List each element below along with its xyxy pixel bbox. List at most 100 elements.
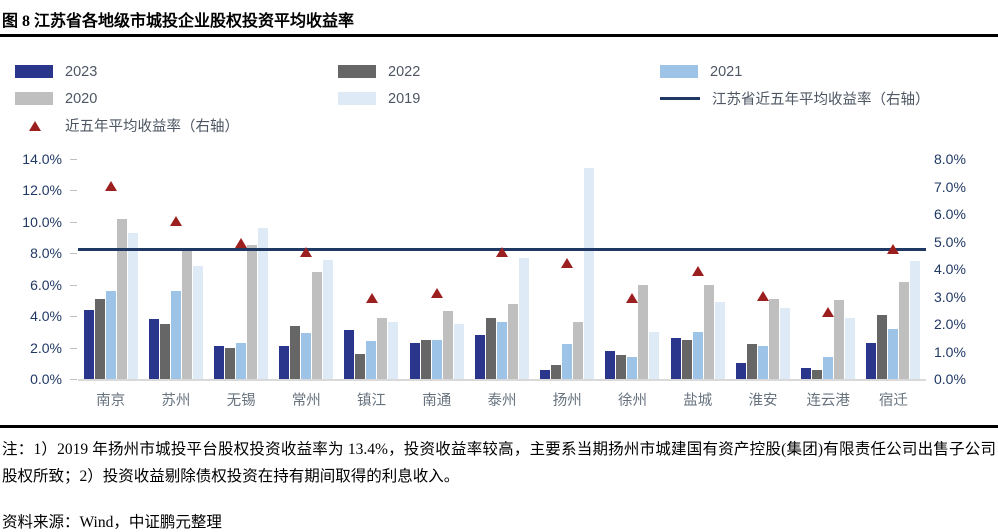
bar-2022-苏州	[159, 324, 170, 379]
legend-item-近五年平均收益率（右轴）: 近五年平均收益率（右轴）	[15, 113, 338, 138]
bar-2021-宿迁	[888, 329, 899, 379]
bar-2021-淮安	[757, 346, 768, 379]
bar-2022-南京	[94, 299, 105, 379]
chart-legend: 2023 2022 2021 2020 2019 江苏省近五年平均收益率（右轴） 近五年平均…	[15, 59, 998, 138]
avg-marker-盐城	[691, 265, 704, 276]
legend-label: 近五年平均收益率（右轴）	[65, 119, 239, 135]
bar-2022-淮安	[746, 344, 757, 379]
axis-tick	[70, 347, 77, 349]
bar-group-镇江	[344, 159, 399, 379]
bar-2022-南通	[420, 340, 431, 379]
legend-swatch-icon	[15, 65, 53, 78]
right-axis-tick-label: 5.0%	[934, 233, 966, 250]
bar-group-泰州	[474, 159, 529, 379]
bar-2022-盐城	[681, 340, 692, 379]
bar-2020-无锡	[247, 245, 258, 379]
axis-tick	[70, 253, 77, 255]
bar-2023-淮安	[735, 363, 746, 379]
avg-marker-宿迁	[887, 243, 900, 254]
avg-marker-扬州	[561, 257, 574, 268]
bar-2020-盐城	[703, 285, 714, 379]
legend-item-2021: 2021	[660, 59, 998, 84]
legend-label: 2020	[65, 90, 98, 107]
x-axis-labels: 南京 苏州 无锡 常州 镇江 南通 泰州 扬州 徐州 盐城 淮安 连云港 宿迁	[78, 389, 926, 410]
axis-tick	[70, 379, 77, 380]
bar-2021-徐州	[627, 357, 638, 379]
legend-item-2020: 2020	[15, 86, 338, 111]
legend-label: 2023	[65, 63, 98, 80]
bar-2021-苏州	[170, 291, 181, 379]
bar-group-苏州	[148, 159, 203, 379]
legend-triangle-icon	[29, 120, 41, 131]
left-axis-tick-label: 10.0%	[22, 213, 62, 230]
bar-2021-南京	[105, 291, 116, 379]
bar-2023-无锡	[214, 346, 225, 379]
left-axis-tick-label: 14.0%	[22, 151, 62, 167]
bar-group-连云港	[801, 159, 856, 379]
legend-label: 2021	[710, 63, 743, 80]
x-label-盐城: 盐城	[683, 393, 713, 409]
right-axis-tick-label: 6.0%	[934, 206, 966, 222]
bar-group-扬州	[540, 159, 595, 379]
bar-group-淮安	[735, 159, 790, 379]
bar-2020-苏州	[181, 250, 192, 379]
bar-2021-南通	[431, 340, 442, 379]
right-axis-tick-label: 0.0%	[934, 371, 966, 387]
axis-tick	[70, 190, 77, 192]
axis-tick	[70, 284, 77, 286]
legend-swatch-icon	[660, 65, 698, 78]
bar-2022-扬州	[551, 365, 562, 379]
bar-2023-宿迁	[866, 343, 877, 379]
left-axis-tick-label: 8.0%	[30, 245, 62, 262]
bar-2021-镇江	[366, 341, 377, 379]
bar-2020-南通	[442, 311, 453, 379]
left-axis-tick-label: 6.0%	[30, 276, 62, 293]
bar-chart: 南京 苏州 无锡 常州 镇江 南通 泰州 扬州 徐州 盐城 淮安 连云港 宿迁 0.0% 2.0% 4.0%…	[0, 146, 998, 418]
x-label-宿迁: 宿迁	[878, 393, 908, 409]
bar-2020-淮安	[768, 299, 779, 379]
legend-item-2023: 2023	[15, 59, 338, 84]
bar-group-无锡	[214, 159, 269, 379]
bar-2019-连云港	[845, 318, 856, 379]
bar-2020-宿迁	[899, 282, 910, 379]
figure-title: 图 8 江苏省各地级市城投企业股权投资平均收益率	[2, 13, 355, 30]
bar-2023-连云港	[801, 368, 812, 379]
legend-line-icon	[660, 97, 700, 100]
right-axis-tick-label: 4.0%	[934, 261, 966, 277]
bar-2021-常州	[301, 333, 312, 379]
legend-item-2019: 2019	[338, 86, 660, 111]
x-label-连云港: 连云港	[806, 393, 850, 409]
bar-2023-泰州	[474, 335, 485, 379]
legend-swatch-icon	[338, 65, 376, 78]
left-axis-tick-label: 12.0%	[22, 182, 62, 199]
bar-2019-淮安	[779, 308, 790, 379]
axis-tick	[70, 221, 77, 223]
bar-group-南京	[83, 159, 138, 379]
right-axis-tick-label: 7.0%	[934, 178, 966, 195]
legend-label: 2019	[388, 90, 421, 107]
legend-item-江苏省近五年平均收益率（右轴）: 江苏省近五年平均收益率（右轴）	[660, 86, 998, 111]
bar-2022-镇江	[355, 354, 366, 379]
bar-2020-南京	[116, 219, 127, 379]
bar-2022-无锡	[225, 348, 236, 379]
x-label-无锡: 无锡	[226, 393, 256, 409]
avg-marker-南京	[104, 180, 117, 191]
bar-2021-泰州	[496, 322, 507, 379]
x-label-常州: 常州	[291, 393, 321, 409]
bar-2022-连云港	[812, 370, 823, 379]
bar-2019-南通	[453, 324, 464, 379]
bar-2020-连云港	[834, 300, 845, 379]
x-label-南通: 南通	[422, 393, 452, 409]
bar-group-盐城	[670, 159, 725, 379]
bar-2019-盐城	[714, 302, 725, 379]
bar-2023-南京	[83, 310, 94, 379]
bar-2020-扬州	[573, 322, 584, 379]
note-divider	[0, 425, 998, 428]
x-label-南京: 南京	[96, 393, 126, 409]
bar-2022-徐州	[616, 355, 627, 379]
x-label-镇江: 镇江	[357, 393, 387, 409]
avg-marker-泰州	[496, 246, 508, 257]
title-divider	[0, 34, 998, 37]
x-label-徐州: 徐州	[617, 393, 647, 409]
x-label-泰州: 泰州	[487, 393, 517, 409]
